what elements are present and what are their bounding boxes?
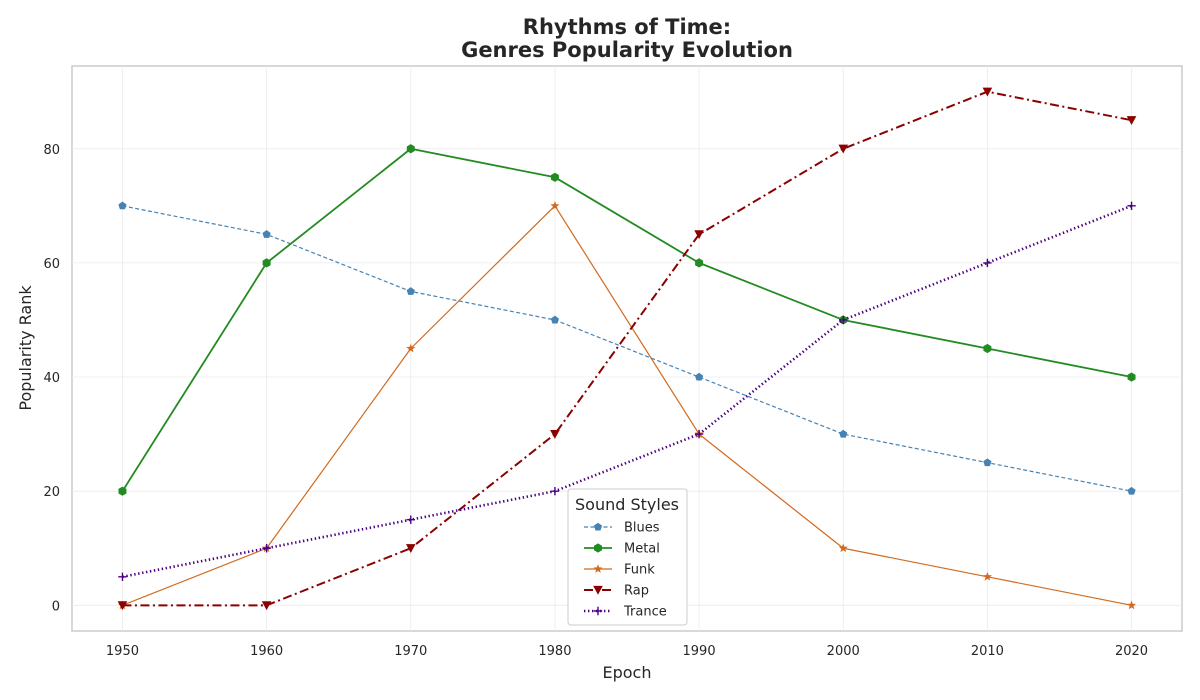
x-tick-label: 1980 — [538, 644, 571, 659]
legend-item-blues: Blues — [584, 521, 660, 536]
series-lines — [117, 87, 1137, 611]
data-point-rap — [117, 601, 128, 611]
data-point-trance — [1127, 201, 1136, 211]
x-tick-label: 1960 — [250, 644, 283, 659]
data-point-metal — [695, 258, 704, 268]
x-tick-label: 2000 — [827, 644, 860, 659]
x-tick-label: 1950 — [106, 644, 139, 659]
data-point-rap — [982, 87, 993, 97]
legend-items: Blues Metal Funk Rap Trance — [584, 521, 667, 620]
data-point-blues — [839, 429, 848, 438]
data-point-trance — [406, 515, 415, 524]
series-rap — [117, 87, 1137, 611]
legend-item-metal: Metal — [584, 542, 660, 557]
x-tick-label: 2020 — [1115, 644, 1148, 659]
series-line-metal — [121, 147, 1132, 492]
data-point-trance — [550, 486, 560, 496]
data-point-rap — [405, 544, 416, 554]
data-point-blues — [1127, 486, 1136, 495]
y-axis-label: Popularity Rank — [16, 285, 35, 411]
data-point-blues — [262, 230, 271, 238]
legend-label: Trance — [623, 605, 667, 620]
x-tick-label: 1970 — [394, 644, 427, 659]
data-point-funk — [982, 571, 992, 581]
data-point-metal — [550, 172, 559, 182]
data-point-funk — [838, 543, 848, 553]
data-point-rap — [1126, 116, 1137, 126]
series-line-trance — [122, 204, 1133, 579]
data-point-rap — [261, 601, 272, 611]
series-line-rap — [122, 90, 1132, 607]
legend-swatch-marker — [593, 564, 603, 573]
data-point-metal — [1127, 372, 1136, 382]
legend-title: Sound Styles — [575, 495, 679, 514]
data-point-blues — [118, 201, 127, 210]
y-tick-label: 60 — [43, 257, 60, 272]
plot-area-frame — [71, 65, 1183, 632]
data-point-blues — [550, 315, 560, 324]
x-axis-label: Epoch — [603, 663, 652, 682]
data-point-metal — [262, 258, 271, 268]
data-point-metal — [983, 343, 992, 354]
legend-swatch-marker — [593, 522, 603, 531]
x-tick-label: 1990 — [683, 644, 716, 659]
series-trance — [118, 201, 1136, 581]
chart-title-line-2: Genres Popularity Evolution — [461, 38, 793, 62]
data-point-trance — [983, 258, 992, 268]
axis-ticks: 1950 1960 1970 1980 1990 2000 2010 2020 0 20 40 60 8… — [43, 143, 1148, 659]
y-tick-label: 0 — [52, 599, 60, 614]
legend-label: Funk — [624, 563, 655, 578]
data-point-rap — [694, 230, 704, 240]
data-point-blues — [406, 287, 415, 295]
data-point-funk — [406, 343, 416, 353]
data-point-funk — [550, 201, 560, 210]
data-point-rap — [838, 144, 849, 154]
y-tick-label: 40 — [43, 371, 60, 386]
y-tick-label: 20 — [43, 485, 60, 500]
legend-swatch-marker — [593, 585, 603, 595]
y-tick-label: 80 — [43, 143, 60, 158]
series-line-funk — [122, 205, 1132, 606]
legend-item-trance: Trance — [584, 605, 667, 620]
data-point-metal — [118, 486, 127, 496]
data-point-trance — [839, 315, 848, 325]
series-line-blues — [122, 205, 1132, 492]
data-point-trance — [118, 572, 127, 581]
legend-label: Rap — [624, 584, 649, 599]
data-point-trance — [262, 544, 271, 553]
data-point-metal — [406, 144, 415, 154]
x-tick-label: 2010 — [971, 644, 1004, 659]
legend-swatch-marker — [593, 606, 603, 616]
legend-item-funk: Funk — [584, 563, 655, 578]
data-point-trance — [694, 429, 704, 439]
data-point-funk — [1126, 600, 1137, 610]
chart-title-line-1: Rhythms of Time: — [523, 15, 731, 39]
legend-label: Blues — [624, 521, 660, 536]
data-point-rap — [550, 430, 560, 439]
data-point-blues — [694, 372, 704, 381]
legend-label: Metal — [624, 542, 660, 557]
legend-swatch-marker — [594, 543, 602, 553]
data-point-blues — [983, 458, 992, 467]
legend: Sound Styles Blues Metal Funk Rap Trance — [567, 488, 688, 626]
legend-item-rap: Rap — [584, 584, 649, 599]
